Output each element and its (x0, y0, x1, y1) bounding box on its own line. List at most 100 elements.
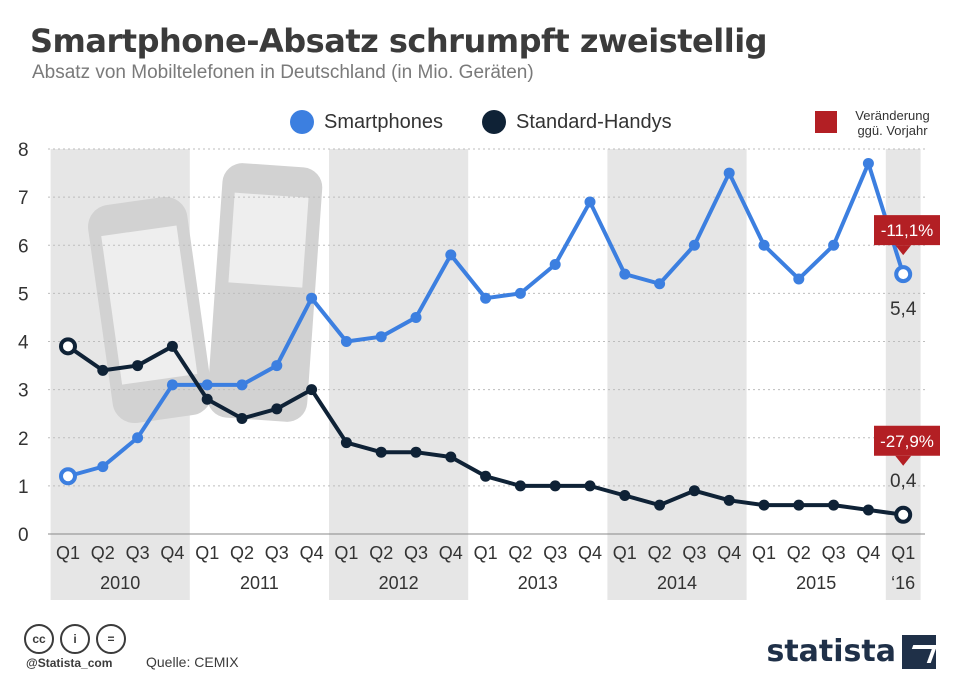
smartphones-point (654, 278, 666, 290)
source-note: Quelle: CEMIX (146, 654, 239, 670)
x-tick-label: Q1 (56, 543, 80, 563)
smartphones-point (166, 379, 178, 391)
smartphones-point (894, 265, 913, 284)
standard-handys-point (480, 470, 492, 482)
smartphones-legend-swatch (290, 110, 314, 134)
change-callout (874, 425, 940, 456)
x-tick-label: Q2 (369, 543, 393, 563)
brand-label: statista (766, 634, 896, 669)
x-tick-label: Q3 (404, 543, 428, 563)
y-tick-label: 0 (18, 525, 29, 546)
standard-handys-point (549, 480, 561, 492)
standard-handys-point (688, 485, 700, 497)
standard-handys-point (894, 505, 913, 524)
x-tick-label: Q1 (752, 543, 776, 563)
standard-handys-point (166, 340, 178, 352)
standard-handys-point (514, 480, 526, 492)
smartphones-point (375, 331, 387, 343)
change-callout-label: -27,9% (880, 432, 934, 451)
smartphones-point (340, 336, 352, 347)
standard-handys-point (340, 437, 352, 449)
standard-handys-point (132, 360, 144, 372)
x-tick-label: Q4 (717, 543, 741, 563)
x-tick-label: Q4 (439, 543, 463, 563)
x-tick-label: Q2 (508, 543, 532, 563)
standard-handys-point (306, 384, 318, 396)
standard-handys-point (654, 499, 666, 511)
year-band (607, 149, 747, 600)
smartphones-point (410, 311, 422, 323)
standard-handys-point (793, 499, 805, 511)
value-label: 5,4 (890, 299, 917, 320)
year-label: 2010 (100, 573, 140, 593)
change-legend-swatch (815, 111, 837, 133)
year-band (329, 149, 469, 600)
smartphones-point (619, 268, 631, 280)
x-tick-label: Q1 (334, 543, 358, 563)
year-label: 2014 (657, 573, 697, 593)
smartphones-point (793, 273, 805, 285)
standard-handys-point (97, 364, 109, 376)
standard-handys-point (862, 504, 874, 516)
y-tick-label: 8 (18, 140, 29, 161)
x-tick-label: Q1 (613, 543, 637, 563)
legend-standard: Standard-Handys (482, 110, 672, 134)
x-tick-label: Q1 (195, 543, 219, 563)
smartphones-point (201, 379, 213, 391)
legend-smartphones: Smartphones (290, 110, 443, 134)
legend-change: Veränderung ggü. Vorjahr (815, 108, 940, 138)
change-callout-pointer (895, 245, 912, 256)
line-chart: 0 1 2 3 4 5 6 7 8 Q1 Q2 Q3 Q4 Q1 Q2 Q3 Q4 Q1 Q2 Q3 Q4 Q1 Q2 Q3 Q… (18, 140, 940, 600)
smartphones-point (758, 239, 770, 251)
smartphones-point (688, 239, 700, 251)
year-label: 2013 (518, 573, 558, 593)
year-label: 2015 (796, 573, 836, 593)
year-label: ‘16 (891, 573, 915, 593)
x-tick-label: Q3 (126, 543, 150, 563)
year-label: 2011 (240, 573, 279, 593)
smartphones-point (584, 196, 596, 208)
y-tick-label: 3 (18, 381, 29, 402)
smartphones-point (549, 259, 561, 270)
by-icon: i (60, 624, 90, 654)
y-tick-label: 7 (18, 188, 29, 209)
x-tick-label: Q2 (91, 543, 115, 563)
phone-screen-icon (228, 192, 309, 288)
standard-handys-point (723, 494, 735, 506)
x-tick-label: Q4 (160, 543, 184, 563)
legend-standard-label: Standard-Handys (516, 110, 672, 133)
smartphones-point (132, 432, 144, 444)
smartphones-point (514, 287, 526, 299)
change-callout-label: -11,1% (881, 221, 934, 240)
change-callout-pointer (895, 455, 912, 466)
x-tick-label: Q2 (787, 543, 811, 563)
license-icons: cc i = (24, 624, 126, 654)
smartphones-point (862, 157, 874, 169)
y-tick-label: 2 (18, 429, 29, 450)
chart-subtitle: Absatz von Mobiltelefonen in Deutschland… (32, 62, 534, 83)
x-tick-label: Q3 (682, 543, 706, 563)
statista-handle: @Statista_com (26, 656, 113, 670)
standard-handys-point (619, 490, 631, 501)
x-tick-label: Q4 (300, 543, 324, 563)
standard-handys-point (758, 499, 770, 511)
smartphones-point (271, 360, 283, 372)
x-tick-label: Q4 (578, 543, 602, 563)
y-tick-label: 1 (18, 477, 29, 498)
standard-handys-point (445, 451, 457, 463)
standard-handys-point (271, 403, 283, 415)
statista-flag-icon (902, 634, 936, 669)
cc-icon: cc (24, 624, 54, 654)
x-tick-label: Q2 (230, 543, 254, 563)
standard-handys-point (201, 393, 213, 405)
smartphones-point (445, 249, 457, 261)
smartphones-point (59, 467, 77, 486)
chart-title: Smartphone-Absatz schrumpft zweistellig (30, 22, 768, 60)
year-label: 2012 (379, 573, 419, 593)
smartphones-point (828, 239, 840, 251)
footer: cc i = @Statista_com Quelle: CEMIX stati… (0, 612, 960, 684)
standard-handys-point (236, 413, 248, 424)
nd-icon: = (96, 624, 126, 654)
standard-handys-point (375, 446, 387, 458)
smartphones-point (306, 292, 318, 304)
